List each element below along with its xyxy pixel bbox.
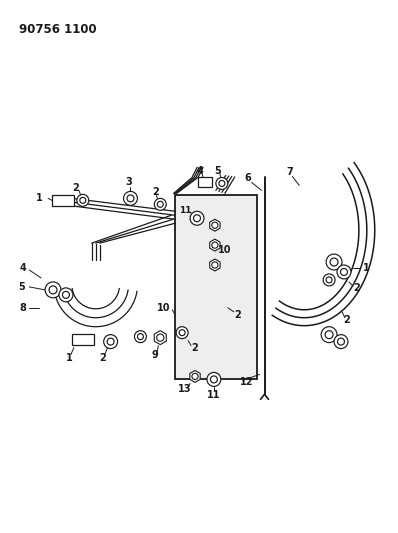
FancyBboxPatch shape [72, 334, 94, 345]
Circle shape [103, 335, 117, 349]
Circle shape [337, 265, 351, 279]
Circle shape [212, 222, 218, 228]
Text: 2: 2 [343, 314, 350, 325]
Circle shape [211, 376, 217, 383]
Text: 2: 2 [72, 183, 79, 193]
Text: 11: 11 [207, 390, 220, 400]
Text: 4: 4 [20, 263, 27, 273]
Circle shape [179, 330, 185, 336]
Polygon shape [154, 330, 166, 345]
Polygon shape [210, 219, 220, 231]
Circle shape [338, 338, 345, 345]
Text: 3: 3 [125, 177, 132, 188]
Circle shape [107, 338, 114, 345]
Text: 12: 12 [240, 377, 254, 387]
Text: 1: 1 [36, 193, 43, 204]
Text: 2: 2 [192, 343, 198, 352]
Circle shape [77, 195, 89, 206]
Circle shape [127, 195, 134, 202]
Circle shape [157, 334, 164, 341]
Circle shape [341, 269, 347, 276]
Circle shape [176, 327, 188, 338]
Circle shape [154, 198, 166, 211]
FancyBboxPatch shape [198, 177, 212, 188]
Circle shape [321, 327, 337, 343]
Circle shape [59, 288, 73, 302]
Polygon shape [190, 370, 200, 382]
Text: 2: 2 [353, 283, 360, 293]
Text: 2: 2 [152, 188, 159, 197]
Circle shape [80, 197, 86, 203]
Text: 9: 9 [152, 350, 159, 360]
Circle shape [219, 181, 225, 187]
Text: 10: 10 [218, 245, 232, 255]
Text: 2: 2 [100, 352, 106, 362]
Text: 11: 11 [179, 206, 191, 215]
Text: 7: 7 [286, 167, 293, 177]
Circle shape [62, 292, 69, 298]
Circle shape [323, 274, 335, 286]
Circle shape [135, 330, 146, 343]
Circle shape [326, 254, 342, 270]
Text: 13: 13 [178, 384, 192, 394]
Text: 5: 5 [215, 166, 221, 175]
Circle shape [190, 211, 204, 225]
Circle shape [137, 334, 143, 340]
Polygon shape [210, 259, 220, 271]
Circle shape [193, 215, 201, 222]
Circle shape [157, 201, 163, 207]
Circle shape [330, 258, 338, 266]
Circle shape [334, 335, 348, 349]
Polygon shape [210, 239, 220, 251]
Circle shape [123, 191, 137, 205]
Circle shape [212, 262, 218, 268]
Text: 10: 10 [156, 303, 170, 313]
FancyBboxPatch shape [52, 195, 74, 206]
Circle shape [192, 373, 198, 379]
FancyBboxPatch shape [175, 196, 257, 379]
Text: 6: 6 [244, 173, 251, 183]
Circle shape [212, 242, 218, 248]
Circle shape [45, 282, 61, 298]
Circle shape [325, 330, 333, 338]
Circle shape [207, 373, 221, 386]
Text: 90756 1100: 90756 1100 [19, 23, 97, 36]
Text: 5: 5 [18, 282, 25, 292]
Text: 1: 1 [66, 352, 72, 362]
Text: 1: 1 [363, 263, 369, 273]
Text: 2: 2 [234, 310, 241, 320]
Circle shape [216, 177, 228, 189]
Text: 8: 8 [20, 303, 27, 313]
Text: 4: 4 [197, 166, 203, 175]
Circle shape [326, 277, 332, 283]
Circle shape [49, 286, 57, 294]
